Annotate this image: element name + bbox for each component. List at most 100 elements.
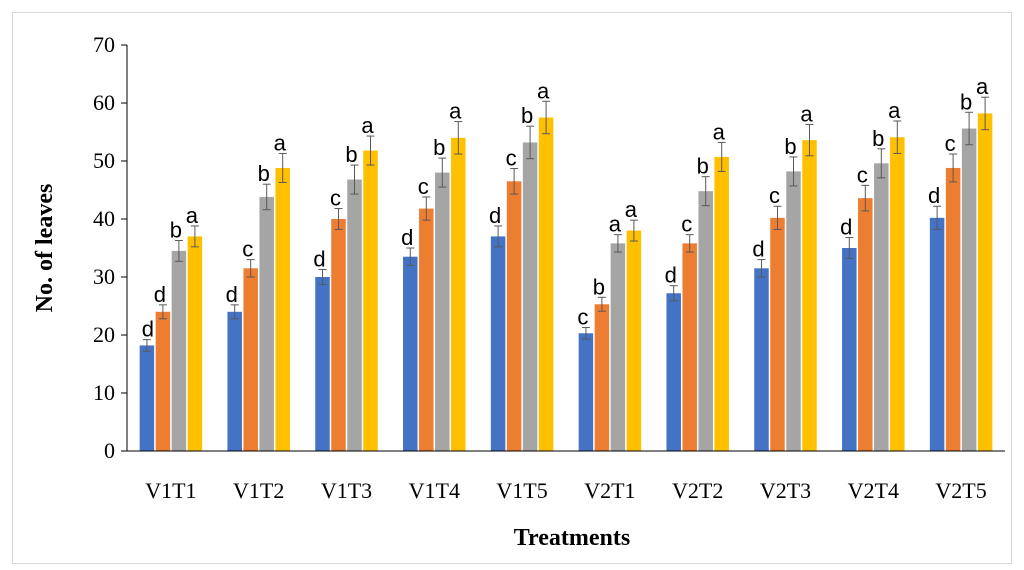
bar xyxy=(259,196,274,451)
significance-letter: c xyxy=(769,183,780,208)
significance-letter: b xyxy=(170,217,182,242)
significance-letter: a xyxy=(186,203,199,228)
bar xyxy=(275,167,290,451)
significance-letter: a xyxy=(274,130,287,155)
significance-letter: a xyxy=(888,98,901,123)
bar xyxy=(331,219,346,451)
significance-letter: b xyxy=(593,274,605,299)
significance-letter: d xyxy=(142,317,154,342)
bar xyxy=(243,268,258,451)
significance-letter: b xyxy=(960,89,972,114)
x-axis-title: Treatments xyxy=(514,525,630,551)
bar xyxy=(578,333,594,451)
significance-letter: a xyxy=(713,119,726,144)
significance-letter: d xyxy=(752,237,764,262)
significance-letter: d xyxy=(226,282,238,307)
significance-letter: a xyxy=(625,197,638,222)
significance-letter: b xyxy=(784,134,796,159)
significance-letter: c xyxy=(242,237,253,262)
bar xyxy=(347,179,362,451)
x-tick-label: V1T4 xyxy=(409,478,460,503)
y-axis: 0 10 20 30 40 50 60 70 xyxy=(93,32,128,463)
bar xyxy=(506,181,522,452)
bar xyxy=(890,137,905,451)
bar xyxy=(786,171,801,451)
bar xyxy=(754,268,769,451)
y-tick-label: 70 xyxy=(93,32,115,57)
significance-letter: a xyxy=(800,101,813,126)
x-axis: V1T1 V1T2 V1T3 V1T4 V1T5 V2T1 V2T2 V2T3 V2T4 V2T5 xyxy=(127,450,1005,503)
significance-letter: a xyxy=(361,113,374,138)
bar xyxy=(610,243,626,451)
x-tick-label: V2T2 xyxy=(672,478,723,503)
bar xyxy=(714,156,729,451)
significance-letter: c xyxy=(857,162,868,187)
significance-letter: c xyxy=(506,146,517,171)
bar xyxy=(227,311,242,451)
significance-letter: b xyxy=(872,126,884,151)
significance-letter: b xyxy=(258,161,270,186)
significance-letter: b xyxy=(697,154,709,179)
bar xyxy=(666,293,681,451)
significance-letter: a xyxy=(976,74,989,99)
significance-letter: a xyxy=(449,99,462,124)
significance-letter: c xyxy=(577,304,588,329)
bar xyxy=(945,167,961,451)
significance-letter: c xyxy=(945,131,956,156)
significance-letter: a xyxy=(609,212,622,237)
bar xyxy=(594,304,610,451)
x-tick-label: V2T1 xyxy=(584,478,635,503)
bar xyxy=(403,256,418,451)
bar xyxy=(522,142,538,451)
bar xyxy=(435,172,450,451)
significance-letter: d xyxy=(665,263,677,288)
bar xyxy=(626,230,642,451)
bar xyxy=(451,137,466,452)
significance-letter: b xyxy=(521,103,533,128)
x-tick-label: V2T5 xyxy=(935,478,986,503)
x-tick-label: V1T2 xyxy=(233,478,284,503)
x-tick-label: V1T3 xyxy=(321,478,372,503)
significance-letter: b xyxy=(433,135,445,160)
x-tick-label: V1T5 xyxy=(496,478,547,503)
y-tick-label: 60 xyxy=(93,90,115,115)
significance-letter: d xyxy=(401,225,413,250)
significance-letter: a xyxy=(537,78,550,103)
bar xyxy=(315,277,330,451)
bar xyxy=(419,208,434,451)
bar xyxy=(363,150,378,451)
bar xyxy=(929,217,945,451)
significance-letter: d xyxy=(313,246,325,271)
bar xyxy=(874,163,889,451)
significance-letter: b xyxy=(345,142,357,167)
y-tick-label: 20 xyxy=(93,322,115,347)
bar xyxy=(155,311,171,451)
significance-letter: d xyxy=(489,203,501,228)
significance-letter: c xyxy=(418,174,429,199)
significance-letter: d xyxy=(154,282,166,307)
bar xyxy=(490,236,506,451)
bar xyxy=(171,250,187,451)
bar xyxy=(770,217,785,451)
bar xyxy=(682,243,697,451)
significance-letter: c xyxy=(330,186,341,211)
bar xyxy=(538,117,554,451)
significance-letter: d xyxy=(840,215,852,240)
y-tick-label: 10 xyxy=(93,380,115,405)
bar xyxy=(858,198,873,451)
y-tick-label: 50 xyxy=(93,148,115,173)
y-tick-label: 40 xyxy=(93,206,115,231)
bar xyxy=(139,345,155,451)
bar xyxy=(842,248,857,451)
bar xyxy=(187,236,203,451)
x-tick-label: V2T4 xyxy=(848,478,899,503)
bar xyxy=(698,191,713,451)
y-tick-label: 30 xyxy=(93,264,115,289)
x-tick-label: V2T3 xyxy=(760,478,811,503)
bar xyxy=(977,113,993,451)
bar xyxy=(802,140,817,451)
significance-letter: c xyxy=(681,212,692,237)
bar xyxy=(961,128,977,451)
